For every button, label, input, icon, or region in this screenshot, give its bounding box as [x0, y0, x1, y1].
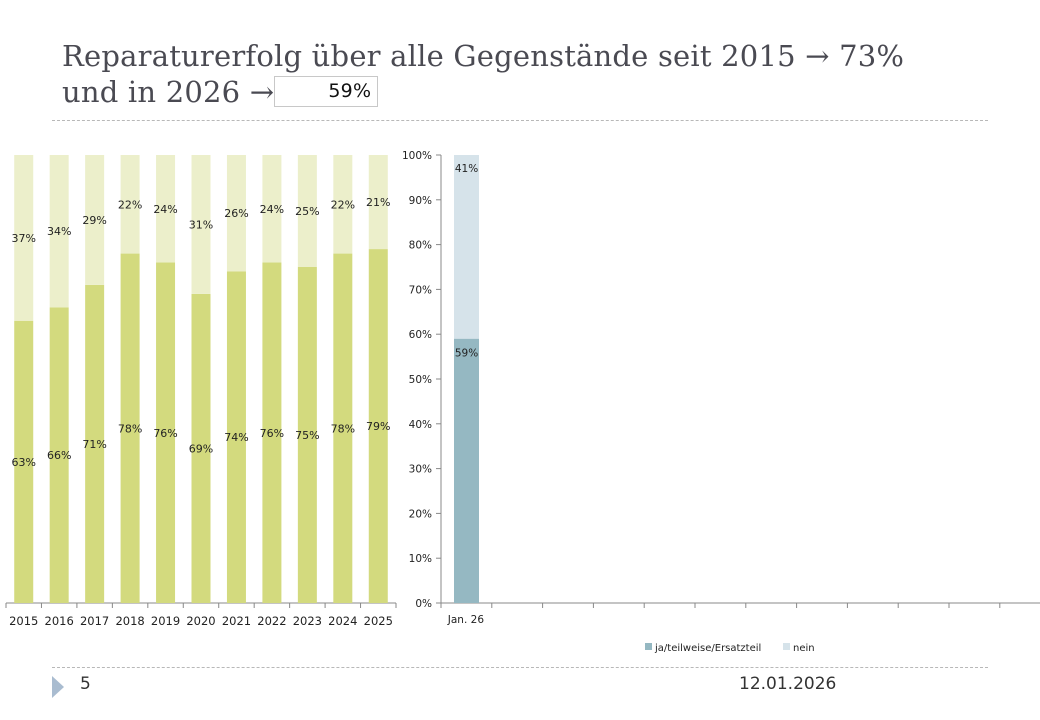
- bar-fail: [85, 155, 105, 285]
- data-label-fail: 24%: [153, 203, 177, 216]
- legend: ja/teilweise/Ersatzteil nein: [645, 643, 815, 654]
- y-tick-label: 100%: [402, 150, 432, 162]
- legend-label-success: ja/teilweise/Ersatzteil: [654, 643, 761, 654]
- y-tick-label: 10%: [409, 553, 432, 565]
- x-tick-label: 2025: [364, 614, 393, 628]
- bar-success: [454, 338, 479, 603]
- x-tick-label: 2023: [293, 614, 322, 628]
- y-tick-label: 0%: [415, 598, 432, 610]
- data-label-fail: 21%: [366, 196, 390, 209]
- bar-success: [120, 253, 140, 603]
- x-tick-label: Jan. 26: [447, 614, 485, 626]
- x-tick-label: 2017: [80, 614, 109, 628]
- bar-success: [262, 262, 282, 603]
- data-label-fail: 22%: [118, 198, 142, 211]
- data-label-fail: 41%: [455, 163, 478, 175]
- legend-swatch-fail: [783, 643, 790, 650]
- bar-fail: [454, 155, 479, 339]
- bar-success: [85, 284, 105, 603]
- title-line-1: Reparaturerfolg über alle Gegenstände se…: [62, 39, 905, 73]
- y-tick-label: 40%: [409, 419, 432, 431]
- data-label-success: 76%: [153, 427, 177, 440]
- x-tick-label: 2022: [257, 614, 286, 628]
- y-tick-label: 30%: [409, 464, 432, 476]
- y-tick-label: 50%: [409, 374, 432, 386]
- data-label-fail: 22%: [331, 198, 355, 211]
- x-tick-label: 2018: [115, 614, 144, 628]
- x-tick-label: 2019: [151, 614, 180, 628]
- data-label-success: 69%: [189, 442, 213, 455]
- bar-fail: [297, 155, 317, 267]
- data-label-success: 66%: [47, 449, 71, 462]
- bar-success: [368, 249, 388, 603]
- title-line-2-text: und in 2026 →: [62, 75, 275, 109]
- data-label-fail: 34%: [47, 225, 71, 238]
- data-label-success: 76%: [260, 427, 284, 440]
- data-label-fail: 26%: [224, 207, 248, 220]
- data-label-fail: 31%: [189, 218, 213, 231]
- data-label-success: 59%: [455, 348, 478, 360]
- data-label-success: 79%: [366, 420, 390, 433]
- legend-label-fail: nein: [793, 643, 815, 654]
- bar-fail: [191, 155, 211, 294]
- x-tick-label: 2015: [9, 614, 38, 628]
- bar-fail: [49, 155, 69, 308]
- data-label-success: 78%: [118, 422, 142, 435]
- title-divider: [52, 120, 988, 121]
- bar-success: [226, 271, 246, 603]
- bar-success: [297, 267, 317, 603]
- y-tick-label: 90%: [409, 195, 432, 207]
- title-value-box: 59%: [274, 76, 379, 107]
- data-label-success: 74%: [224, 431, 248, 444]
- footer-divider: [52, 667, 988, 668]
- bar-fail: [333, 155, 353, 254]
- data-label-fail: 29%: [82, 214, 106, 227]
- bar-fail: [120, 155, 140, 254]
- data-label-fail: 37%: [12, 232, 36, 245]
- y-tick-label: 70%: [409, 284, 432, 296]
- bar-success: [14, 320, 34, 603]
- left-chart-yearly: 63% 37% 2015 66% 34% 2016 71% 29% 2017 78% 22% 2018…: [5, 155, 397, 628]
- legend-swatch-success: [645, 643, 652, 650]
- y-tick-label: 20%: [409, 508, 432, 520]
- bar-success: [333, 253, 353, 603]
- bar-fail: [14, 155, 34, 321]
- x-tick-label: 2021: [222, 614, 251, 628]
- title-line-2: und in 2026 → 59%: [62, 74, 1022, 110]
- bullet-triangle-icon: [52, 676, 64, 698]
- page-number: 5: [80, 674, 91, 694]
- x-tick-label: 2016: [45, 614, 74, 628]
- data-label-success: 63%: [12, 456, 36, 469]
- data-label-success: 75%: [295, 429, 319, 442]
- data-label-success: 71%: [82, 438, 106, 451]
- bar-fail: [368, 155, 388, 250]
- x-tick-label: 2024: [328, 614, 357, 628]
- y-tick-label: 80%: [409, 240, 432, 252]
- bar-success: [156, 262, 176, 603]
- data-label-fail: 25%: [295, 205, 319, 218]
- footer-date: 12.01.2026: [739, 674, 837, 694]
- data-label-success: 78%: [331, 422, 355, 435]
- bar-success: [49, 307, 69, 603]
- bar-fail: [226, 155, 246, 272]
- bar-success: [191, 293, 211, 603]
- slide-title: Reparaturerfolg über alle Gegenstände se…: [62, 38, 1022, 110]
- x-tick-label: 2020: [186, 614, 215, 628]
- y-tick-label: 60%: [409, 329, 432, 341]
- bar-fail: [262, 155, 282, 263]
- bar-fail: [156, 155, 176, 263]
- right-chart-2026: 0% 10% 20% 30% 40% 50% 60% 70% 80% 90% 100% Jan. 26…: [402, 150, 1040, 654]
- data-label-fail: 24%: [260, 203, 284, 216]
